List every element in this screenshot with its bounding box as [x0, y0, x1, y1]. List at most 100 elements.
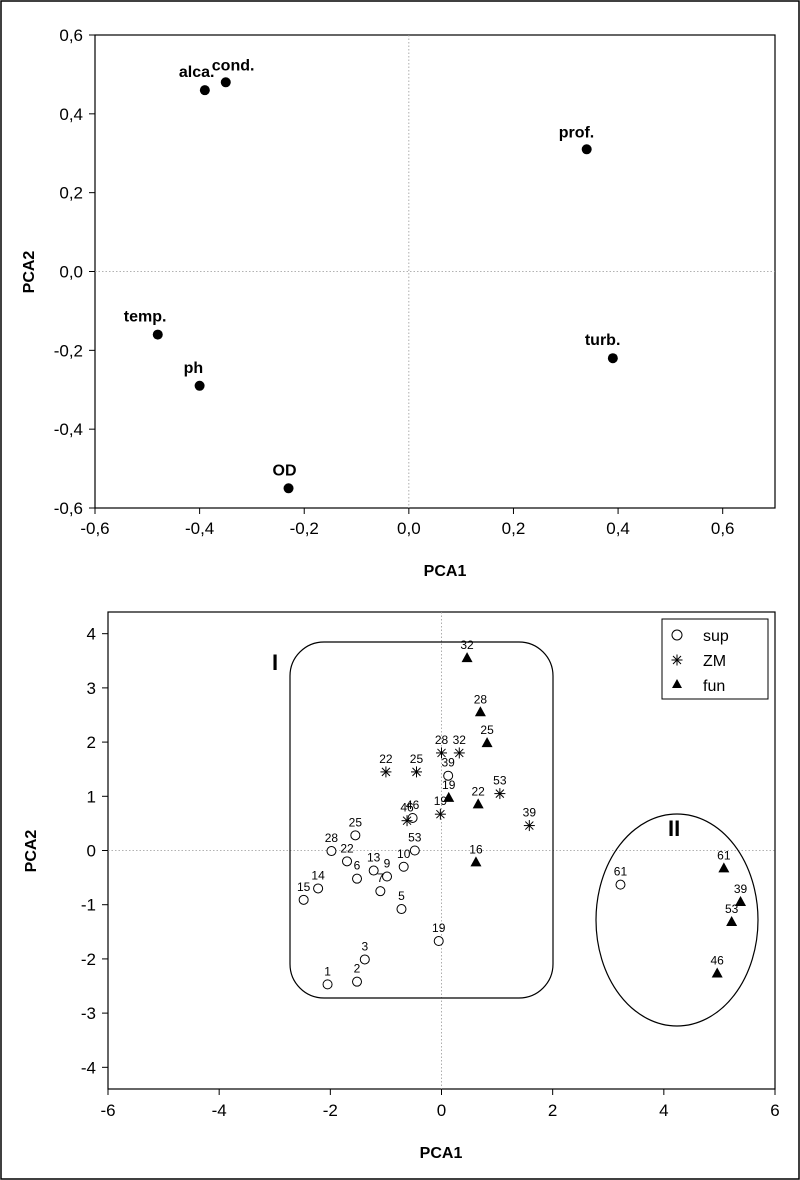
- fun-point: [470, 856, 482, 867]
- score-point-label: 22: [379, 752, 393, 766]
- group-II-label: II: [668, 816, 680, 841]
- sup-point: [298, 894, 309, 905]
- score-point-label: 22: [340, 841, 354, 855]
- loadings-x-axis-label: PCA1: [424, 563, 467, 580]
- sup-point: [352, 873, 363, 884]
- sup-point: [322, 979, 333, 990]
- loadings-x-tick-label: -0,2: [290, 519, 319, 538]
- loadings-x-tick-label: 0,0: [397, 519, 421, 538]
- legend: sup ZM fun: [661, 618, 769, 700]
- loadings-x-tick-label: 0,6: [711, 519, 735, 538]
- scores-x-tick-label: 4: [659, 1101, 668, 1120]
- loading-point: [283, 483, 294, 494]
- score-point-label: 5: [398, 889, 405, 903]
- sup-point: [313, 883, 324, 894]
- loading-point: [607, 353, 618, 364]
- loading-point-label: cond.: [212, 57, 255, 74]
- score-point-label: 22: [472, 784, 486, 798]
- zm-point: [401, 815, 413, 827]
- score-point-label: 61: [614, 865, 628, 879]
- fun-point: [461, 652, 473, 663]
- scores-x-tick-label: -2: [323, 1101, 338, 1120]
- score-point-label: 46: [400, 801, 414, 815]
- sup-point: [443, 770, 454, 781]
- loadings-x-tick-label: -0,4: [185, 519, 214, 538]
- scores-y-axis-label: PCA2: [23, 830, 40, 873]
- sup-point: [409, 845, 420, 856]
- score-point-label: 19: [442, 778, 456, 792]
- loadings-x-tick-label: -0,6: [80, 519, 109, 538]
- loadings-y-axis-label: PCA2: [21, 251, 38, 294]
- zm-point: [434, 808, 446, 820]
- zm-point: [380, 766, 392, 778]
- scores-y-tick-label: 3: [87, 679, 96, 698]
- group-II-boundary: [595, 813, 759, 1027]
- loading-point-label: prof.: [559, 124, 595, 141]
- scores-y-tick-label: 0: [87, 842, 96, 861]
- score-point-label: 39: [523, 806, 537, 820]
- sup-point: [342, 856, 353, 867]
- score-point-label: 32: [460, 638, 474, 652]
- loading-point: [220, 77, 231, 88]
- loadings-chart: -0,6 -0,4 -0,2 0,0 0,2 0,4 0,6 0,6 0,4 0,2 0,0 -0,2…: [21, 26, 776, 580]
- fun-point: [718, 862, 730, 873]
- loading-point-label: ph: [184, 360, 204, 377]
- scores-x-tick-label: 0: [437, 1101, 446, 1120]
- sup-point: [615, 879, 626, 890]
- scores-x-tick-label: 2: [548, 1101, 557, 1120]
- score-point-label: 13: [367, 851, 381, 865]
- loading-point: [194, 380, 205, 391]
- legend-sup-label: sup: [703, 628, 729, 645]
- loading-point-label: turb.: [585, 332, 621, 349]
- zm-point: [453, 747, 465, 759]
- fun-point: [481, 737, 493, 748]
- score-point-label: 61: [717, 848, 731, 862]
- score-point-label: 25: [349, 815, 363, 829]
- score-point-label: 28: [325, 831, 339, 845]
- score-point-label: 46: [406, 798, 420, 812]
- loadings-y-tick-label: 0,6: [59, 26, 83, 45]
- zm-point: [410, 766, 422, 778]
- fun-point: [735, 895, 747, 906]
- loadings-x-tick-label: 0,2: [502, 519, 526, 538]
- sup-point: [375, 886, 386, 897]
- score-point-label: 14: [311, 868, 325, 882]
- score-point-label: 9: [384, 857, 391, 871]
- scores-x-tick-label: 6: [770, 1101, 779, 1120]
- scores-x-axis-label: PCA1: [420, 1145, 463, 1162]
- sup-point: [326, 846, 337, 857]
- loadings-y-tick-label: -0,6: [54, 499, 83, 518]
- loadings-y-tick-label: -0,4: [54, 420, 83, 439]
- loading-point-label: OD: [273, 462, 297, 479]
- loading-point-label: alca.: [179, 64, 215, 81]
- scores-y-tick-label: -1: [81, 896, 96, 915]
- loadings-y-tick-label: 0,2: [59, 184, 83, 203]
- loading-point: [152, 329, 163, 340]
- score-point-label: 25: [480, 723, 494, 737]
- loadings-y-tick-label: 0,0: [59, 263, 83, 282]
- score-point-label: 39: [734, 882, 748, 896]
- fun-point: [472, 798, 484, 809]
- score-point-label: 28: [474, 692, 488, 706]
- fun-point: [474, 706, 486, 717]
- score-point-label: 46: [711, 954, 725, 968]
- score-point-label: 53: [725, 902, 739, 916]
- fun-point: [711, 967, 723, 978]
- legend-zm-label: ZM: [703, 653, 726, 670]
- loadings-y-tick-label: -0,2: [54, 341, 83, 360]
- loadings-y-tick-label: 0,4: [59, 105, 83, 124]
- scores-y-tick-label: 2: [87, 733, 96, 752]
- score-point-label: 19: [434, 794, 448, 808]
- score-point-label: 32: [453, 733, 467, 747]
- sup-point: [382, 871, 393, 882]
- score-point-label: 53: [408, 831, 422, 845]
- score-point-label: 1: [324, 964, 331, 978]
- score-point-label: 6: [354, 859, 361, 873]
- sup-point: [350, 830, 361, 841]
- scores-y-tick-label: -2: [81, 950, 96, 969]
- loadings-x-tick-label: 0,4: [606, 519, 630, 538]
- zm-point: [436, 747, 447, 759]
